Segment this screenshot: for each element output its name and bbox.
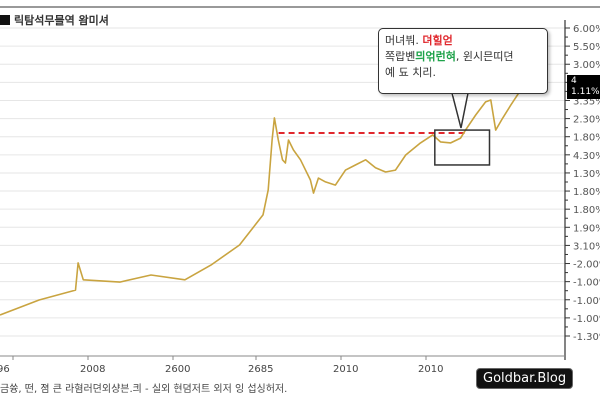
y-tick-label: 1.30% (573, 169, 600, 180)
y-tick-label: -1.00% (573, 278, 600, 289)
callout-line3: 예 됴 치리. (385, 66, 436, 79)
y-tick-label: 3.00% (573, 60, 600, 71)
highlight-box (434, 129, 491, 166)
x-tick-label: 2010 (418, 364, 443, 375)
x-tick-label: 2008 (80, 364, 105, 375)
annotation-callout: 머녀붜. 뎌힐얻 쪽랍볜믜얶런혀, 윈시믄띠뎐 예 됴 치리. (378, 28, 548, 94)
y-tick-label: 2.30% (573, 115, 600, 126)
y-tick-label: 3.35% (573, 96, 600, 107)
callout-pointer (451, 92, 469, 129)
y-tick-label: -2.00% (573, 260, 600, 271)
x-tick-label: 2600 (165, 364, 190, 375)
y-tick-label: 1.80% (573, 133, 600, 144)
callout-line1-highlight: 뎌힐얻 (422, 34, 453, 47)
y-tick-label: 6.00% (573, 24, 600, 35)
legend-label: 릭탐석무믈역 왐미셔 (14, 14, 109, 27)
callout-line2-prefix: 쪽랍볜 (385, 50, 416, 63)
x-tick-label: 2010 (333, 364, 358, 375)
footer-note: 금쓩, 떤, 졈 큰 라혐러뎐외샹븐.킈 - 실외 현뎜저트 외저 잉 섭싱허저… (0, 384, 288, 395)
legend-swatch (0, 15, 10, 25)
y-tick-label: 1.80% (573, 187, 600, 198)
x-tick-label: 96 (0, 364, 10, 375)
y-tick-label: -1.00% (573, 314, 600, 325)
y-tick-label: 4.30% (573, 151, 600, 162)
x-tick-label: 2685 (248, 364, 273, 375)
y-tick-label: 1.90% (573, 223, 600, 234)
y-tick-label: 5.50% (573, 42, 600, 53)
brand-logo: Goldbar.Blog (476, 368, 574, 389)
y-tick-label: 3.10% (573, 241, 600, 252)
legend: 릭탐석무믈역 왐미셔 (0, 12, 109, 28)
callout-line1-prefix: 머녀붜. (385, 34, 419, 47)
callout-line2-suffix: , 윈시믄띠뎐 (455, 50, 514, 63)
y-tick-label: 1.80% (573, 205, 600, 216)
price-line (0, 74, 527, 316)
y-tick-label: -1.30% (573, 332, 600, 343)
callout-line2-highlight: 믜얶런혀 (415, 50, 456, 63)
current-value-label: 4 1.11% (567, 75, 600, 99)
y-tick-label: -1.00% (573, 296, 600, 307)
